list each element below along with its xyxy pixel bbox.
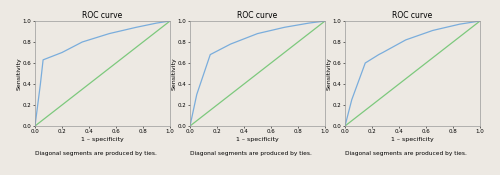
Y-axis label: Sensitivity: Sensitivity <box>172 57 176 90</box>
Y-axis label: Sensitivity: Sensitivity <box>326 57 332 90</box>
Text: Diagonal segments are produced by ties.: Diagonal segments are produced by ties. <box>345 150 467 156</box>
X-axis label: 1 – specificity: 1 – specificity <box>391 137 434 142</box>
Text: Diagonal segments are produced by ties.: Diagonal segments are produced by ties. <box>35 150 157 156</box>
Title: ROC curve: ROC curve <box>238 11 278 20</box>
X-axis label: 1 – specificity: 1 – specificity <box>81 137 124 142</box>
Title: ROC curve: ROC curve <box>392 11 432 20</box>
Title: ROC curve: ROC curve <box>82 11 122 20</box>
X-axis label: 1 – specificity: 1 – specificity <box>236 137 279 142</box>
Text: Diagonal segments are produced by ties.: Diagonal segments are produced by ties. <box>190 150 312 156</box>
Y-axis label: Sensitivity: Sensitivity <box>16 57 21 90</box>
